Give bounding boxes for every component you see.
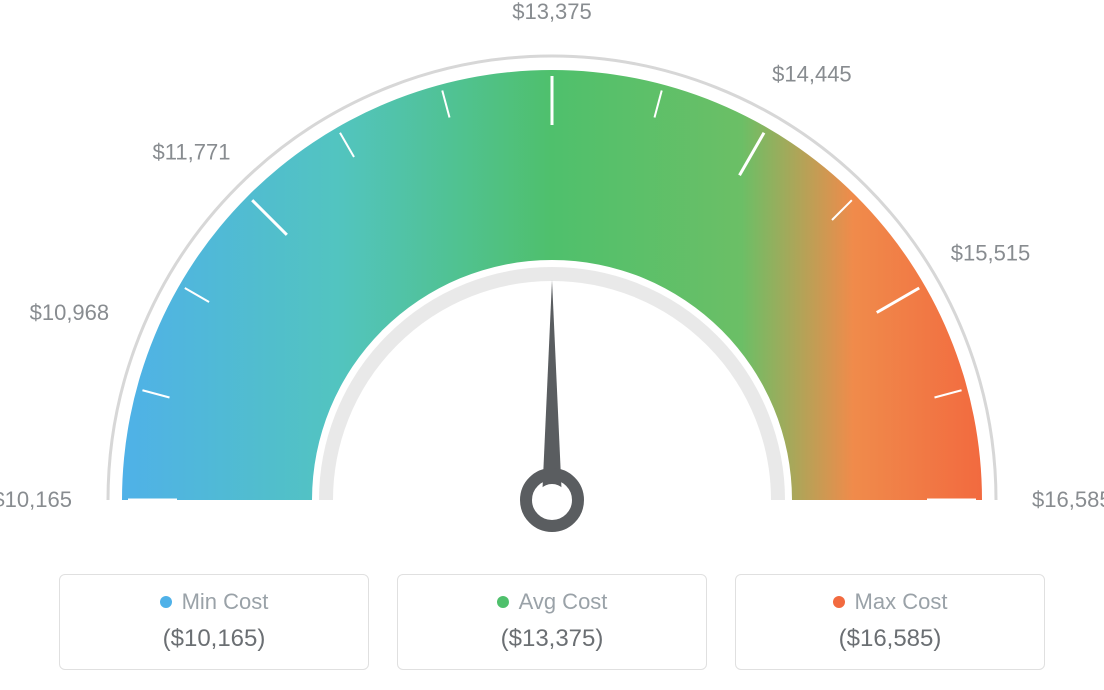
gauge-tick-label: $14,445 bbox=[772, 62, 852, 88]
gauge-tick-label: $11,771 bbox=[153, 139, 231, 165]
gauge-tick-label: $10,968 bbox=[30, 300, 110, 326]
legend-card-min: Min Cost ($10,165) bbox=[59, 574, 369, 670]
legend-dot-avg bbox=[497, 596, 509, 608]
legend-card-avg: Avg Cost ($13,375) bbox=[397, 574, 707, 670]
gauge-tick-label: $13,375 bbox=[512, 0, 592, 25]
gauge-tick-label: $10,165 bbox=[0, 487, 72, 513]
legend-row: Min Cost ($10,165) Avg Cost ($13,375) Ma… bbox=[0, 574, 1104, 670]
legend-label-max: Max Cost bbox=[855, 589, 948, 615]
gauge-needle-hub-inner bbox=[536, 484, 568, 516]
legend-label-min: Min Cost bbox=[182, 589, 269, 615]
legend-dot-max bbox=[833, 596, 845, 608]
gauge-chart: $10,165 $10,968 $11,771 $13,375 $14,445 $15,5… bbox=[0, 0, 1104, 560]
gauge-svg bbox=[0, 0, 1104, 560]
legend-label-avg: Avg Cost bbox=[519, 589, 608, 615]
gauge-tick-label: $15,515 bbox=[951, 240, 1031, 266]
legend-card-max: Max Cost ($16,585) bbox=[735, 574, 1045, 670]
legend-title-avg: Avg Cost bbox=[497, 589, 608, 615]
gauge-needle bbox=[542, 280, 562, 500]
legend-title-min: Min Cost bbox=[160, 589, 269, 615]
legend-dot-min bbox=[160, 596, 172, 608]
gauge-tick-label: $16,585 bbox=[1032, 487, 1104, 513]
legend-value-avg: ($13,375) bbox=[398, 625, 706, 653]
legend-value-max: ($16,585) bbox=[736, 625, 1044, 653]
legend-title-max: Max Cost bbox=[833, 589, 948, 615]
legend-value-min: ($10,165) bbox=[60, 625, 368, 653]
